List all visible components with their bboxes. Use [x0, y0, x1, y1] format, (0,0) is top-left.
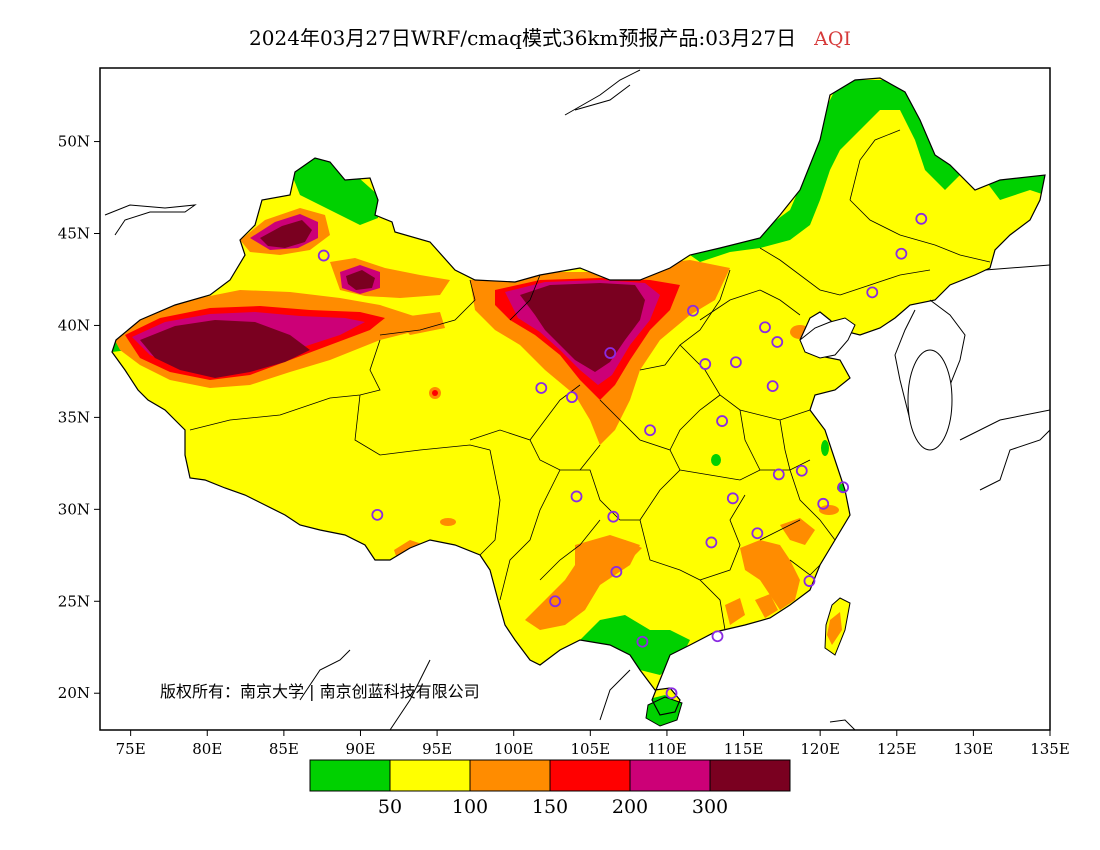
map-title-main: 2024年03月27日WRF/cmaq模式36km预报产品:03月27日 [249, 26, 797, 50]
colorbar-swatch [389, 759, 471, 792]
station-marker [817, 497, 830, 510]
colorbar-label: 50 [378, 796, 402, 818]
station-marker [607, 510, 620, 523]
station-marker [604, 347, 617, 359]
lon-tick-label: 110E [647, 740, 687, 758]
station-marker [371, 508, 384, 521]
station-marker [317, 249, 330, 262]
copyright-text: 版权所有：南京大学 | 南京创蓝科技有限公司 [160, 682, 480, 701]
station-marker [772, 468, 785, 481]
station-marker [687, 304, 699, 317]
station-marker [665, 687, 678, 700]
station-marker [699, 358, 712, 370]
colorbar-label: 100 [452, 796, 488, 818]
station-marker [644, 424, 656, 437]
lon-tick-label: 130E [954, 740, 994, 758]
colorbar-swatch [309, 759, 391, 792]
lon-tick-label: 135E [1030, 740, 1070, 758]
lon-tick-label: 120E [800, 740, 840, 758]
lat-tick-label: 25N [58, 592, 90, 610]
station-marker [771, 336, 784, 348]
station-marker [766, 380, 779, 393]
lon-tick-label: 100E [494, 740, 534, 758]
colorbar-swatch [629, 759, 711, 792]
colorbar-label: 200 [612, 796, 648, 818]
longitude-axis: 75E 80E 85E 90E 95E 100E 105E 110E 115E 120E 125E 1… [116, 730, 1070, 758]
lon-tick-label: 115E [724, 740, 764, 758]
station-marker [837, 481, 850, 494]
lat-tick-label: 20N [58, 684, 90, 702]
map-frame-border [99, 67, 1051, 731]
station-marker [711, 630, 724, 643]
colorbar-swatch [549, 759, 631, 792]
lon-tick-label: 80E [192, 740, 222, 758]
colorbar-swatch [709, 759, 791, 792]
city-station-markers [317, 212, 928, 700]
lon-tick-label: 95E [422, 740, 452, 758]
station-marker [566, 391, 578, 404]
station-marker [751, 527, 764, 540]
station-marker [636, 635, 649, 648]
colorbar-label: 300 [692, 796, 728, 818]
map-title-variable: AQI [814, 28, 851, 50]
lat-tick-label: 35N [58, 408, 90, 426]
lon-tick-label: 90E [345, 740, 375, 758]
station-marker [549, 595, 561, 608]
station-marker [803, 575, 816, 587]
lon-tick-label: 85E [269, 740, 299, 758]
station-marker [716, 415, 728, 427]
station-marker [866, 286, 879, 299]
station-marker [759, 321, 771, 334]
province-boundaries [189, 129, 991, 631]
map-title: 2024年03月27日WRF/cmaq模式36km预报产品:03月27日 AQI [0, 22, 1100, 51]
colorbar-label: 150 [532, 796, 568, 818]
lon-tick-label: 75E [116, 740, 146, 758]
station-marker [795, 464, 808, 477]
lat-tick-label: 40N [58, 316, 90, 334]
station-marker [610, 565, 623, 578]
bohai-sea [799, 317, 856, 359]
station-marker [570, 490, 583, 503]
latitude-axis: 20N 25N 30N 35N 40N 45N 50N [58, 133, 100, 702]
station-marker [915, 212, 928, 225]
lon-tick-label: 125E [877, 740, 917, 758]
station-marker [726, 492, 739, 505]
station-marker [895, 247, 908, 260]
station-marker [729, 356, 742, 369]
lon-tick-label: 105E [571, 740, 611, 758]
station-marker [535, 382, 548, 394]
station-marker [705, 536, 718, 549]
lat-tick-label: 50N [58, 133, 90, 151]
hainan-island [645, 696, 683, 727]
colorbar-swatch [469, 759, 551, 792]
lat-tick-label: 45N [58, 225, 90, 243]
colorbar: 50 100 150 200 300 [309, 759, 791, 818]
lat-tick-label: 30N [58, 500, 90, 518]
